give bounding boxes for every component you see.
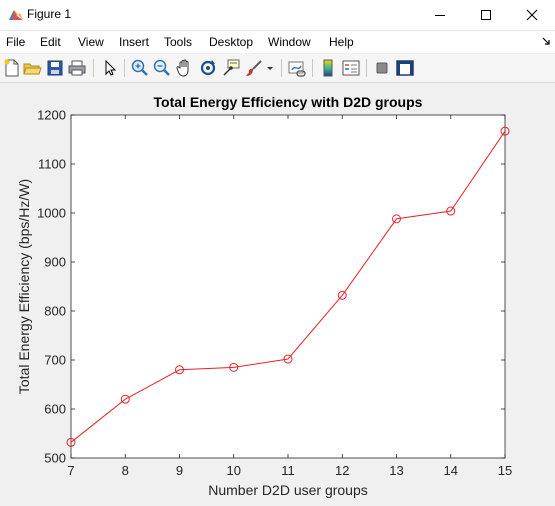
menu-tools[interactable]: Tools <box>164 35 193 49</box>
minimize-icon <box>435 15 445 16</box>
y-tick-label: 800 <box>44 304 66 319</box>
new-figure-button[interactable] <box>2 58 22 78</box>
data-point-marker[interactable] <box>392 214 401 224</box>
data-cursor-button[interactable] <box>221 58 241 78</box>
x-tick-label: 9 <box>176 463 183 478</box>
y-tick-label: 600 <box>44 402 66 417</box>
data-point-marker[interactable] <box>66 437 76 447</box>
zoom-in-button[interactable] <box>130 58 150 78</box>
y-axis-label: Total Energy Efficiency (bps/Hz/W) <box>16 179 32 394</box>
brush-dropdown-icon <box>267 67 273 70</box>
x-tick-label: 10 <box>227 463 241 478</box>
menu-file[interactable]: File <box>6 35 26 49</box>
series-line <box>70 130 506 443</box>
window-titlebar: Figure 1 <box>0 0 555 31</box>
menu-window[interactable]: Window <box>268 35 311 49</box>
series-total-energy-efficiency <box>66 126 510 447</box>
open-file-icon <box>23 63 42 75</box>
figure-canvas: Total Energy Efficiency with D2D groups … <box>0 83 555 501</box>
save-button[interactable] <box>45 58 65 78</box>
zoom-in-icon <box>131 59 148 76</box>
show-plot-tools-icon <box>396 60 414 76</box>
edit-plot-arrow-icon <box>105 59 117 76</box>
close-icon <box>526 9 538 21</box>
menu-insert[interactable]: Insert <box>119 35 150 49</box>
rotate-3d-button[interactable] <box>198 58 218 78</box>
hide-plot-tools-icon <box>376 62 388 74</box>
chart-title: Total Energy Efficiency with D2D groups <box>154 94 423 110</box>
open-file-button[interactable] <box>22 58 42 78</box>
close-button[interactable] <box>509 0 555 30</box>
show-plot-tools-button[interactable] <box>395 58 415 78</box>
minimize-button[interactable] <box>417 0 463 30</box>
brush-icon <box>246 60 262 76</box>
zoom-out-button[interactable] <box>152 58 172 78</box>
x-axis-ticks: 7 8 9 10 11 12 13 14 15 <box>67 115 512 478</box>
window-title: Figure 1 <box>27 7 72 21</box>
data-point-marker[interactable] <box>175 365 184 375</box>
insert-legend-icon <box>342 60 360 76</box>
line-chart[interactable]: Total Energy Efficiency with D2D groups … <box>0 83 555 501</box>
print-icon <box>68 60 86 76</box>
data-point-marker[interactable] <box>446 206 456 216</box>
y-tick-label: 900 <box>44 255 66 270</box>
x-tick-label: 7 <box>67 463 74 478</box>
edit-plot-button[interactable] <box>100 58 120 78</box>
menubar: File Edit View Insert Tools Desktop Wind… <box>0 31 555 53</box>
data-point-marker[interactable] <box>500 126 510 136</box>
x-tick-label: 13 <box>389 463 403 478</box>
insert-colorbar-icon <box>323 59 333 77</box>
brush-dropdown-button[interactable] <box>264 58 276 78</box>
hide-plot-tools-button[interactable] <box>372 58 392 78</box>
y-tick-label: 700 <box>44 353 66 368</box>
menu-help[interactable]: Help <box>329 35 354 49</box>
menu-view[interactable]: View <box>78 35 104 49</box>
dock-arrow-icon[interactable] <box>541 36 551 46</box>
link-plot-button[interactable] <box>287 58 307 78</box>
insert-colorbar-button[interactable] <box>318 58 338 78</box>
x-axis-label: Number D2D user groups <box>208 482 368 498</box>
toolbar-separator <box>281 59 282 77</box>
print-button[interactable] <box>67 58 87 78</box>
menu-desktop[interactable]: Desktop <box>209 35 254 49</box>
y-tick-label: 1000 <box>37 206 66 221</box>
link-plot-icon <box>288 61 306 77</box>
plot-area <box>70 114 506 459</box>
pan-button[interactable] <box>175 58 195 78</box>
toolbar-separator <box>312 59 313 77</box>
y-axis-ticks: 500 600 700 800 900 1000 1100 1200 <box>37 108 505 466</box>
new-figure-icon <box>4 59 19 77</box>
matlab-figure-icon <box>9 10 23 20</box>
x-tick-label: 11 <box>281 463 295 478</box>
y-tick-label: 1100 <box>38 157 66 172</box>
data-point-marker[interactable] <box>229 362 239 372</box>
zoom-out-icon <box>153 59 170 76</box>
data-point-marker[interactable] <box>120 394 130 404</box>
x-tick-label: 8 <box>122 463 129 478</box>
maximize-icon <box>481 10 491 20</box>
insert-legend-button[interactable] <box>341 58 361 78</box>
maximize-button[interactable] <box>463 0 509 30</box>
toolbar-separator <box>93 59 94 77</box>
y-tick-label: 500 <box>44 451 66 466</box>
x-tick-label: 14 <box>444 463 458 478</box>
menu-edit[interactable]: Edit <box>40 35 61 49</box>
data-cursor-icon <box>223 59 240 76</box>
save-icon <box>47 60 63 76</box>
x-tick-label: 12 <box>335 463 349 478</box>
rotate-3d-icon <box>200 60 216 76</box>
figure-toolbar <box>0 54 555 83</box>
data-point-marker[interactable] <box>337 290 347 300</box>
pan-hand-icon <box>176 59 189 77</box>
toolbar-separator <box>124 59 125 77</box>
brush-button[interactable] <box>244 58 264 78</box>
x-tick-label: 15 <box>498 463 512 478</box>
data-point-marker[interactable] <box>283 354 293 364</box>
y-tick-label: 1200 <box>37 108 66 123</box>
toolbar-separator <box>366 59 367 77</box>
